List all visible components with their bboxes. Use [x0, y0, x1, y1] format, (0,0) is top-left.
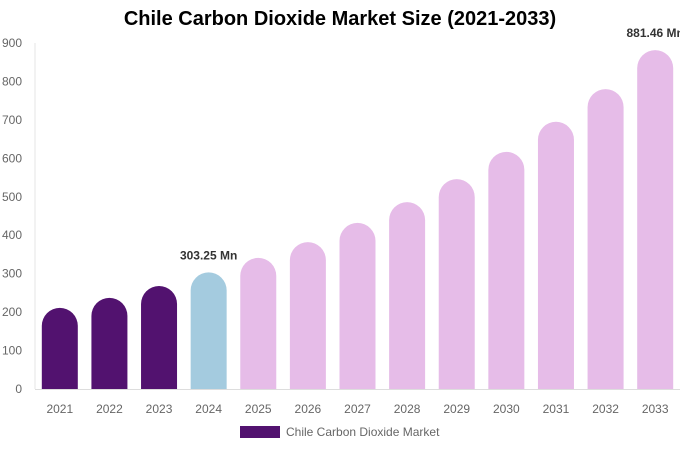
x-tick-label: 2025: [245, 402, 272, 416]
bar-2024: [190, 272, 227, 389]
bar-2021: [41, 307, 78, 389]
legend-label: Chile Carbon Dioxide Market: [286, 425, 440, 439]
bar-2029: [438, 179, 475, 389]
y-tick-label: 600: [2, 151, 22, 165]
y-tick-label: 800: [2, 74, 22, 88]
x-tick-label: 2030: [493, 402, 520, 416]
bar-2032: [587, 89, 624, 389]
x-tick-label: 2021: [46, 402, 73, 416]
legend-swatch: [240, 426, 280, 438]
bar-2028: [389, 202, 426, 389]
y-tick-label: 200: [2, 305, 22, 319]
legend[interactable]: Chile Carbon Dioxide Market: [240, 425, 439, 439]
bar-2023: [141, 285, 178, 389]
x-tick-label: 2028: [394, 402, 421, 416]
x-tick-label: 2023: [146, 402, 173, 416]
chart-title: Chile Carbon Dioxide Market Size (2021-2…: [123, 8, 557, 30]
x-tick-label: 2024: [195, 402, 222, 416]
bar-2027: [339, 222, 376, 389]
y-tick-label: 400: [2, 228, 22, 242]
x-tick-label: 2031: [543, 402, 570, 416]
x-tick-label: 2029: [443, 402, 470, 416]
data-label-2024: 303.25 Mn: [180, 248, 237, 262]
x-tick-label: 2022: [96, 402, 123, 416]
bar-2022: [91, 297, 128, 389]
bar-2031: [537, 121, 574, 390]
bar-2030: [488, 151, 525, 389]
y-tick-label: 300: [2, 267, 22, 281]
x-tick-label: 2026: [295, 402, 322, 416]
x-tick-label: 2033: [642, 402, 669, 416]
bar-2033: [637, 50, 674, 390]
data-label-2033: 881.46 Mn: [627, 26, 680, 40]
x-tick-label: 2027: [344, 402, 371, 416]
bar-2026: [289, 242, 326, 389]
y-tick-label: 100: [2, 344, 22, 358]
x-tick-label: 2032: [592, 402, 619, 416]
y-tick-label: 500: [2, 190, 22, 204]
y-tick-label: 900: [2, 36, 22, 50]
bar-2025: [240, 257, 277, 389]
y-tick-label: 700: [2, 113, 22, 127]
y-tick-label: 0: [15, 382, 22, 396]
